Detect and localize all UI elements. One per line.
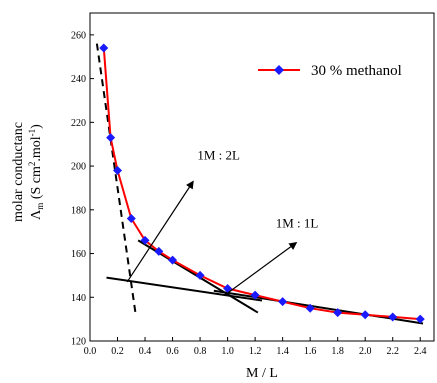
data-point bbox=[154, 246, 164, 256]
y-axis-symbol-sub: m bbox=[35, 203, 45, 210]
data-point bbox=[106, 133, 116, 143]
y-tick-label: 240 bbox=[71, 74, 86, 85]
annotation-label: 1M : 2L bbox=[197, 148, 240, 163]
x-tick-label: 1.0 bbox=[221, 346, 234, 357]
x-axis-ticks: 0.0 0.2 0.4 0.6 0.8 1.0 1.2 1.4 1.6 1.8 2.0 2.2 2.4 bbox=[84, 337, 427, 357]
y-axis-unit-mid: .mol bbox=[29, 136, 44, 161]
y-tick-label: 260 bbox=[71, 30, 86, 41]
data-point bbox=[333, 308, 343, 318]
x-tick-label: 0.4 bbox=[139, 346, 152, 357]
y-axis-unit-open: (S cm bbox=[29, 166, 44, 199]
plot-frame bbox=[89, 12, 435, 342]
fit-lines bbox=[95, 43, 424, 325]
x-tick-label: 0.0 bbox=[84, 346, 97, 357]
y-tick-label: 120 bbox=[71, 337, 86, 348]
data-point bbox=[99, 43, 109, 53]
data-point bbox=[360, 310, 370, 320]
x-tick-label: 1.6 bbox=[304, 346, 317, 357]
data-point bbox=[168, 255, 178, 265]
y-tick-label: 180 bbox=[71, 205, 86, 216]
x-axis-title: M / L bbox=[246, 366, 278, 381]
y-axis-symbol: Λ bbox=[29, 209, 44, 220]
annotations: 1M : 2L 1M : 1L bbox=[126, 148, 319, 296]
y-tick-label: 220 bbox=[71, 118, 86, 129]
x-tick-label: 0.2 bbox=[111, 346, 124, 357]
series-layer bbox=[99, 43, 425, 324]
data-point bbox=[126, 214, 136, 224]
legend-label: 30 % methanol bbox=[311, 63, 402, 79]
data-point bbox=[250, 290, 260, 300]
y-axis-unit-close: ) bbox=[29, 124, 44, 129]
x-tick-label: 2.2 bbox=[386, 346, 399, 357]
series-line bbox=[102, 47, 421, 321]
y-axis-unit-exp1: 2 bbox=[27, 162, 37, 167]
x-tick-label: 1.4 bbox=[276, 346, 289, 357]
y-axis-unit-exp2: -1 bbox=[27, 129, 37, 137]
x-tick-label: 1.8 bbox=[331, 346, 344, 357]
fit-line bbox=[213, 289, 424, 325]
legend-marker bbox=[274, 65, 284, 75]
y-tick-label: 140 bbox=[71, 293, 86, 304]
data-point bbox=[140, 235, 150, 245]
y-axis-title-line2: Λm (S cm2.mol-1) bbox=[27, 124, 45, 220]
data-point bbox=[195, 270, 205, 280]
legend: 30 % methanol bbox=[258, 63, 402, 79]
fit-line bbox=[106, 276, 263, 302]
x-tick-label: 1.2 bbox=[249, 346, 262, 357]
annotation-arrow bbox=[224, 242, 298, 296]
x-tick-label: 2.0 bbox=[359, 346, 372, 357]
y-tick-label: 160 bbox=[71, 249, 86, 260]
annotation-label: 1M : 1L bbox=[276, 215, 319, 230]
annotation-arrow bbox=[126, 180, 194, 283]
data-point bbox=[113, 165, 123, 175]
data-point bbox=[305, 303, 315, 313]
dashed-fit-line bbox=[95, 43, 137, 313]
data-point bbox=[278, 297, 288, 307]
x-tick-label: 0.6 bbox=[166, 346, 179, 357]
x-tick-label: 0.8 bbox=[194, 346, 207, 357]
x-tick-label: 2.4 bbox=[414, 346, 427, 357]
y-axis-ticks: 120 140 160 180 200 220 240 260 bbox=[71, 30, 94, 348]
data-point bbox=[415, 314, 425, 324]
y-tick-label: 200 bbox=[71, 162, 86, 173]
data-point bbox=[388, 312, 398, 322]
y-axis-title-line1: molar conductanc bbox=[11, 122, 26, 222]
